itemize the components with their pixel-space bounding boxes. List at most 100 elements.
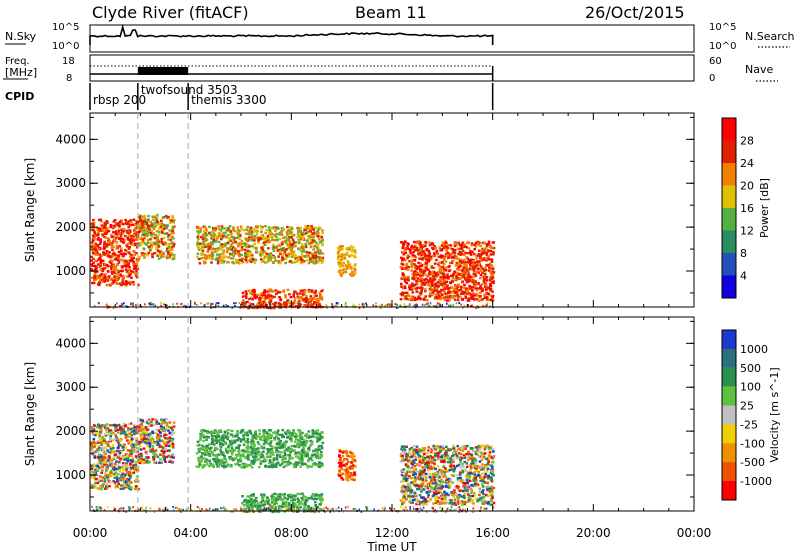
data-cell <box>110 474 114 477</box>
data-cell <box>425 248 429 251</box>
data-cell <box>480 252 484 255</box>
data-cell <box>171 428 174 432</box>
data-cell <box>473 252 476 256</box>
data-cell <box>146 235 149 238</box>
data-cell <box>240 466 244 469</box>
data-cell <box>91 222 94 225</box>
data-cell <box>130 452 134 455</box>
data-cell <box>255 247 258 250</box>
data-cell <box>312 248 315 251</box>
data-cell <box>92 234 95 238</box>
data-cell <box>278 454 282 457</box>
data-cell <box>204 449 207 452</box>
data-cell <box>121 232 125 235</box>
data-cell <box>292 250 296 253</box>
data-cell <box>146 219 149 223</box>
data-cell <box>272 302 274 305</box>
data-cell <box>144 426 148 429</box>
data-cell <box>267 297 271 300</box>
data-cell <box>347 262 350 265</box>
data-cell <box>233 249 236 252</box>
data-cell <box>130 467 133 470</box>
data-cell <box>172 254 175 257</box>
data-cell <box>117 482 120 486</box>
data-cell <box>321 431 324 434</box>
data-cell <box>374 305 377 308</box>
data-cell <box>256 229 259 233</box>
data-cell <box>479 273 483 277</box>
data-cell <box>140 438 143 441</box>
data-cell <box>102 251 105 254</box>
data-cell <box>274 235 278 238</box>
data-cell <box>99 457 102 460</box>
data-cell <box>209 254 213 257</box>
data-cell <box>127 234 130 238</box>
data-cell <box>314 258 318 261</box>
data-cell <box>256 293 260 296</box>
data-cell <box>305 298 308 301</box>
data-cell <box>439 249 442 252</box>
data-cell <box>113 219 117 222</box>
data-cell <box>403 240 407 243</box>
data-cell <box>260 258 263 261</box>
data-cell <box>254 296 257 300</box>
data-cell <box>241 295 245 298</box>
data-cell <box>126 485 129 488</box>
data-cell <box>285 301 288 304</box>
data-cell <box>92 218 95 222</box>
data-cell <box>254 455 258 459</box>
data-cell <box>99 240 102 243</box>
data-cell <box>213 431 216 435</box>
data-cell <box>270 465 274 469</box>
data-cell <box>121 269 124 273</box>
data-cell <box>440 249 444 252</box>
data-cell <box>104 434 108 437</box>
data-cell <box>413 273 416 276</box>
data-cell <box>119 479 123 482</box>
data-cell <box>121 462 125 465</box>
data-cell <box>253 432 257 435</box>
data-cell <box>179 303 182 306</box>
data-cell <box>155 219 159 222</box>
data-cell <box>424 244 427 248</box>
data-cell <box>309 435 313 439</box>
data-cell <box>273 256 277 259</box>
data-cell <box>275 301 278 304</box>
data-cell <box>486 257 490 260</box>
data-cell <box>100 220 103 223</box>
data-cell <box>167 238 170 241</box>
data-cell <box>280 248 284 252</box>
data-cell <box>149 231 152 235</box>
data-cell <box>94 450 97 454</box>
data-cell <box>165 255 168 258</box>
data-cell <box>94 259 97 263</box>
data-cell <box>467 260 470 263</box>
data-cell <box>228 239 232 242</box>
data-cell <box>317 256 320 259</box>
data-cell <box>143 214 147 218</box>
data-cell <box>104 273 107 276</box>
data-cell <box>91 485 94 488</box>
data-cell <box>208 245 211 248</box>
data-cell <box>127 474 131 477</box>
data-cell <box>470 261 474 264</box>
data-cell <box>136 272 139 275</box>
data-cell <box>203 236 206 239</box>
data-cell <box>93 456 97 459</box>
data-cell <box>411 272 414 276</box>
colorbar-frame <box>721 117 737 299</box>
data-cell <box>489 283 492 286</box>
data-cell <box>276 461 280 464</box>
data-cell <box>293 261 296 264</box>
data-cell <box>95 278 98 281</box>
data-cell <box>436 252 439 255</box>
data-cell <box>304 228 307 232</box>
data-cell <box>252 441 256 444</box>
data-cell <box>285 432 288 436</box>
data-cell <box>302 248 305 252</box>
data-cell <box>119 426 122 429</box>
data-cell <box>94 242 97 245</box>
panel-frame <box>89 112 695 308</box>
data-cell <box>159 453 162 456</box>
data-cell <box>471 263 475 266</box>
